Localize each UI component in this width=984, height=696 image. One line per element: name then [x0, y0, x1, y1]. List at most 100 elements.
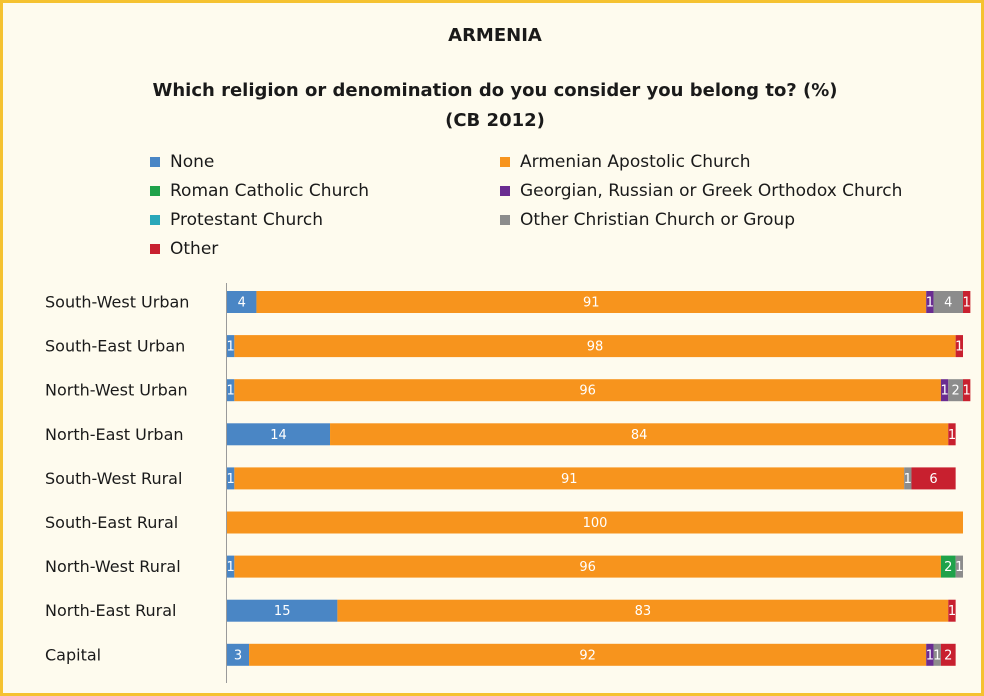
- bar-segment: [940, 643, 956, 666]
- data-label: 15: [274, 604, 291, 619]
- bar-segment: [933, 643, 941, 666]
- bar-segment: [963, 379, 971, 402]
- data-label: 98: [587, 340, 604, 355]
- data-label: 96: [579, 560, 596, 575]
- legend-swatch: [150, 215, 160, 225]
- bar-segment: [234, 555, 941, 578]
- bar-segment: [330, 423, 949, 446]
- data-label: 1: [933, 648, 941, 663]
- bar-segment: [955, 555, 963, 578]
- bar-segment: [227, 599, 338, 622]
- bar-segment: [234, 467, 905, 490]
- legend-label: Other: [170, 239, 219, 259]
- data-label: 1: [227, 384, 235, 399]
- bar-segment: [926, 291, 934, 313]
- category-label: South-West Urban: [45, 293, 189, 312]
- bar-segment: [227, 379, 235, 402]
- legend-item: Georgian, Russian or Greek Orthodox Chur…: [500, 180, 902, 202]
- bar-segment: [227, 467, 235, 490]
- bar-segment: [940, 379, 949, 402]
- bar-segment: [227, 511, 963, 534]
- data-label: 1: [963, 296, 971, 311]
- legend-swatch: [500, 157, 510, 167]
- legend-label: Protestant Church: [170, 210, 324, 230]
- data-label: 83: [635, 604, 652, 619]
- category-label: North-East Rural: [45, 601, 177, 620]
- category-label: North-West Rural: [45, 557, 181, 576]
- legend-item: Armenian Apostolic Church: [500, 151, 751, 173]
- legend-label: Georgian, Russian or Greek Orthodox Chur…: [520, 181, 903, 201]
- bar-segment: [227, 335, 235, 358]
- chart-question-title: Which religion or denomination do you co…: [152, 80, 838, 101]
- bar-segment: [948, 599, 956, 622]
- data-label: 1: [926, 296, 934, 311]
- data-label: 1: [963, 384, 971, 399]
- bar-segment: [955, 335, 963, 358]
- bar-segment: [948, 379, 963, 402]
- bar-segment: [933, 291, 963, 313]
- category-label: North-West Urban: [45, 381, 188, 400]
- bar-segment: [227, 291, 257, 313]
- chart-country-title: ARMENIA: [448, 25, 542, 46]
- data-label: 100: [583, 516, 608, 531]
- data-label: 1: [948, 604, 956, 619]
- bar-segment: [963, 291, 971, 313]
- data-label: 1: [940, 384, 948, 399]
- bar-segment: [249, 643, 927, 666]
- data-label: 1: [227, 472, 235, 487]
- bar-segment: [911, 467, 956, 490]
- data-label: 96: [579, 384, 596, 399]
- bar-segment: [227, 423, 331, 446]
- legend-swatch: [150, 244, 160, 254]
- data-label: 1: [926, 648, 934, 663]
- bar-segment: [256, 291, 927, 313]
- legend-item: Roman Catholic Church: [150, 180, 369, 202]
- legend-label: Roman Catholic Church: [170, 181, 370, 201]
- data-label: 91: [583, 296, 600, 311]
- chart-source-subtitle: (CB 2012): [445, 110, 545, 131]
- bar-segment: [234, 379, 941, 402]
- data-label: 91: [561, 472, 578, 487]
- data-label: 3: [234, 648, 242, 663]
- legend-item: Other: [150, 238, 218, 260]
- data-label: 1: [904, 472, 912, 487]
- data-label: 4: [944, 296, 952, 311]
- data-label: 1: [948, 428, 956, 443]
- data-label: 4: [238, 296, 246, 311]
- legend-swatch: [150, 186, 160, 196]
- legend-item: Other Christian Church or Group: [500, 209, 795, 231]
- bar-segment: [234, 335, 956, 358]
- legend-swatch: [500, 186, 510, 196]
- bar-segment: [227, 555, 235, 578]
- data-label: 6: [929, 472, 937, 487]
- legend-item: Protestant Church: [150, 209, 323, 231]
- legend-label: Armenian Apostolic Church: [520, 152, 751, 172]
- category-label: South-East Rural: [45, 513, 178, 532]
- data-label: 84: [631, 428, 648, 443]
- legend-label: Other Christian Church or Group: [520, 210, 795, 230]
- bar-segment: [926, 643, 934, 666]
- legend-swatch: [500, 215, 510, 225]
- bar-segment: [337, 599, 949, 622]
- legend-swatch: [150, 157, 160, 167]
- bar-segment: [227, 643, 250, 666]
- data-label: 2: [944, 560, 952, 575]
- category-label: Capital: [45, 645, 101, 664]
- data-label: 2: [951, 384, 959, 399]
- data-label: 1: [955, 560, 963, 575]
- category-label: South-East Urban: [45, 337, 185, 356]
- data-label: 92: [579, 648, 596, 663]
- data-label: 1: [227, 560, 235, 575]
- category-label: North-East Urban: [45, 425, 184, 444]
- legend-label: None: [170, 152, 215, 172]
- data-label: 1: [955, 340, 963, 355]
- bar-segment: [940, 555, 956, 578]
- legend-item: None: [150, 151, 214, 173]
- data-label: 14: [270, 428, 287, 443]
- data-label: 2: [944, 648, 952, 663]
- bar-segment: [948, 423, 956, 446]
- category-label: South-West Rural: [45, 469, 182, 488]
- data-label: 1: [227, 340, 235, 355]
